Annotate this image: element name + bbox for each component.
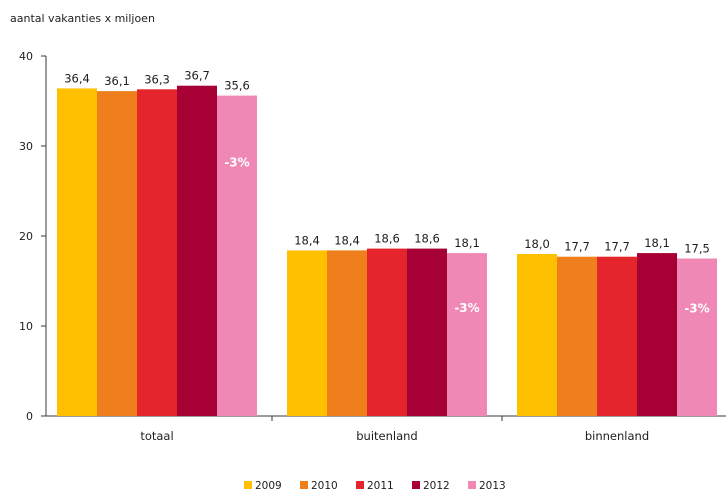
value-label-binnenland-2011: 17,7: [604, 240, 630, 254]
legend-item-2011: 2011: [356, 480, 394, 492]
value-label-totaal-2012: 36,7: [184, 69, 210, 83]
bar-group-buitenland: 18,4 18,4 18,6 18,6 18,1 buitenland: [287, 232, 487, 443]
category-label-buitenland: buitenland: [356, 429, 418, 443]
legend-marker-2009: [244, 481, 252, 489]
y-tick-label-20: 20: [19, 230, 33, 243]
bar-group-totaal: 36,4 36,1 36,3 36,7 35,6 totaal: [57, 69, 257, 443]
annotation-buitenland-2013: -3%: [454, 301, 479, 315]
legend-item-2009: 2009: [244, 480, 282, 492]
legend-label-2009: 2009: [255, 480, 282, 492]
annotation-totaal-2013: -3%: [224, 156, 249, 170]
bar-buitenland-2010: [327, 250, 367, 416]
bar-totaal-2011: [137, 89, 177, 417]
annotation-binnenland-2013: -3%: [684, 302, 709, 316]
bar-totaal-2013: [217, 95, 257, 416]
bar-buitenland-2012: [407, 248, 447, 416]
legend-label-2013: 2013: [479, 480, 506, 492]
bar-totaal-2012: [177, 85, 217, 416]
legend-label-2011: 2011: [367, 480, 394, 492]
value-label-totaal-2013: 35,6: [224, 79, 250, 93]
legend-label-2012: 2012: [423, 480, 450, 492]
value-label-binnenland-2010: 17,7: [564, 240, 590, 254]
bar-binnenland-2012: [637, 253, 677, 416]
y-tick-label-30: 30: [19, 140, 33, 153]
bar-totaal-2009: [57, 88, 97, 417]
value-label-buitenland-2012: 18,6: [414, 232, 440, 246]
value-label-binnenland-2013: 17,5: [684, 242, 710, 256]
legend-label-2010: 2010: [311, 480, 338, 492]
y-tick-label-10: 10: [19, 320, 33, 333]
bar-group-binnenland: 18,0 17,7 17,7 18,1 17,5 binnenland: [517, 236, 717, 443]
bar-buitenland-2009: [287, 250, 327, 416]
y-tick-label-40: 40: [19, 50, 33, 63]
legend-item-2013: 2013: [468, 480, 506, 492]
value-label-totaal-2011: 36,3: [144, 72, 170, 86]
y-axis-title: aantal vakanties x miljoen: [10, 12, 155, 25]
bar-binnenland-2011: [597, 256, 637, 416]
bar-binnenland-2013: [677, 258, 717, 416]
value-label-totaal-2009: 36,4: [64, 71, 90, 85]
bar-buitenland-2013: [447, 253, 487, 416]
bar-totaal-2010: [97, 91, 137, 416]
legend: 2009 2010 2011 2012 2013: [244, 480, 506, 492]
value-label-buitenland-2010: 18,4: [334, 233, 360, 247]
legend-marker-2013: [468, 481, 476, 489]
legend-marker-2011: [356, 481, 364, 489]
value-label-buitenland-2013: 18,1: [454, 236, 480, 250]
bar-binnenland-2009: [517, 254, 557, 416]
legend-item-2012: 2012: [412, 480, 450, 492]
value-label-totaal-2010: 36,1: [104, 74, 130, 88]
legend-marker-2010: [300, 481, 308, 489]
category-label-binnenland: binnenland: [585, 429, 649, 443]
category-label-totaal: totaal: [140, 429, 173, 443]
y-tick-label-0: 0: [26, 410, 33, 423]
legend-item-2010: 2010: [300, 480, 338, 492]
value-label-binnenland-2009: 18,0: [524, 237, 550, 251]
bar-binnenland-2010: [557, 256, 597, 416]
value-label-buitenland-2011: 18,6: [374, 232, 400, 246]
value-label-binnenland-2012: 18,1: [644, 236, 670, 250]
bar-buitenland-2011: [367, 248, 407, 416]
legend-marker-2012: [412, 481, 420, 489]
value-label-buitenland-2009: 18,4: [294, 233, 320, 247]
